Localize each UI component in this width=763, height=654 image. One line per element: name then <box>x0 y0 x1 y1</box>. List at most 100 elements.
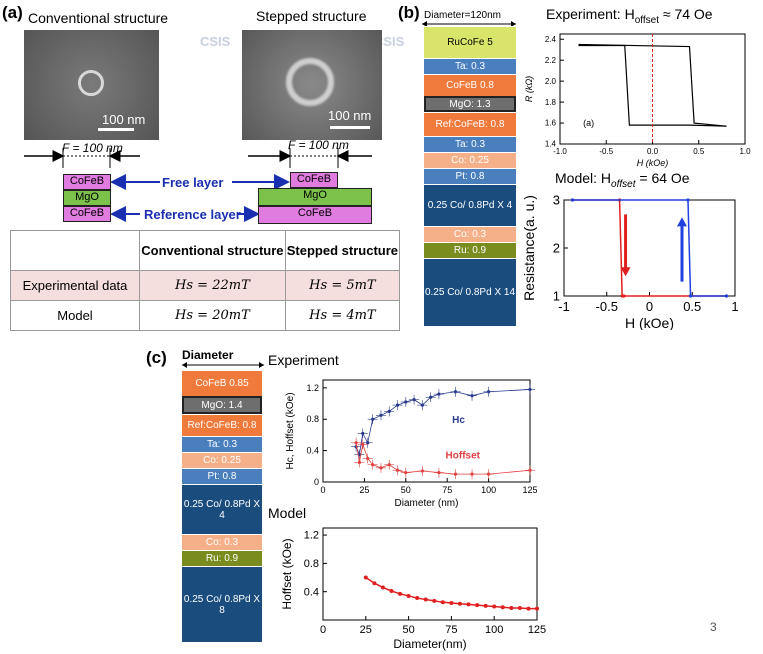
layer-4: Co: 0.25 <box>182 452 262 468</box>
model-title-b: Model: Hoffset = 64 Oe <box>555 170 690 190</box>
data-point <box>389 588 394 593</box>
y-axis-label: Hoffset (kOe) <box>280 538 294 609</box>
x-tick-label: 50 <box>402 624 414 636</box>
diameter-c-arrow <box>182 362 264 368</box>
table-row: Model Hs = 20mT Hs = 4mT <box>10 300 401 331</box>
y-tick-label: 1.8 <box>545 98 557 107</box>
data-point <box>492 604 497 609</box>
y-tick-label: 1.2 <box>304 530 319 542</box>
x-tick-label: 125 <box>528 624 546 636</box>
chart-b-experiment: -1.0 -0.5 0.0 0.5 1.0 1.4 1.6 1.8 2.0 2.2 2.4 H (kO… <box>524 33 751 168</box>
data-point <box>535 606 539 611</box>
layer-1: Ta: 0.3 <box>424 58 516 74</box>
y-tick-label: 1 <box>553 288 560 303</box>
hoffset-annotation: Hoffset <box>446 450 481 461</box>
data-point <box>466 602 471 607</box>
data-point <box>622 294 626 298</box>
layer-11: 0.25 Co/ 0.8Pd X 14 <box>424 258 516 326</box>
y-tick-label: 0 <box>314 477 319 487</box>
scale-bar-conventional: 100 nm <box>102 112 146 127</box>
data-point <box>398 591 403 596</box>
sem-image-stepped: 100 nm <box>242 30 382 140</box>
y-tick-label: 0.8 <box>306 414 319 424</box>
data-point <box>363 575 368 580</box>
experiment-title-b: Experiment: Hoffset ≈ 74 Oe <box>546 6 713 26</box>
x-tick-label: 50 <box>401 485 411 495</box>
free-layer-label: Free layer <box>162 175 224 190</box>
x-tick-label: 0.5 <box>693 147 705 156</box>
data-point <box>415 596 420 601</box>
data-point <box>517 605 522 610</box>
comparison-table: Conventional structure Stepped structure… <box>10 230 401 331</box>
data-point <box>423 597 428 602</box>
data-point <box>457 601 462 606</box>
y-tick-label: 2.2 <box>545 56 557 65</box>
panel-b-label: (b) <box>398 3 420 22</box>
data-point <box>372 581 377 586</box>
left-cofeb-free: CoFeB <box>63 174 111 190</box>
down-arrowhead <box>620 267 631 277</box>
x-axis-label: Diameter (nm) <box>395 498 459 509</box>
row-label: Experimental data <box>10 270 140 301</box>
x-tick-label: 0.0 <box>647 147 659 156</box>
layer-5: Ta: 0.3 <box>424 136 516 152</box>
layer-9: Co: 0.3 <box>424 226 516 242</box>
layer-2: Ref:CoFeB: 0.8 <box>182 414 262 436</box>
data-point <box>483 603 488 608</box>
x-axis-label: H (kOe) <box>625 315 674 330</box>
row-label: Model <box>10 300 140 331</box>
data-point <box>449 601 454 606</box>
layer-8: Ru: 0.9 <box>182 550 262 566</box>
series-line-0 <box>572 199 727 297</box>
layer-4: Ref:CoFeB: 0.8 <box>424 112 516 136</box>
x-tick-label: 1 <box>731 299 738 314</box>
layer-stack-b: RuCoFe 5 Ta: 0.3 CoFeB 0.8 MgO: 1.3 Ref:CoFe… <box>424 26 516 326</box>
layer-0: CoFeB 0.85 <box>182 370 262 396</box>
x-tick-label: 0 <box>646 299 653 314</box>
x-tick-label: 0.5 <box>683 299 701 314</box>
data-point <box>526 606 531 611</box>
diameter-c-label: Diameter <box>182 348 234 362</box>
y-tick-label: 1.6 <box>545 119 557 128</box>
y-tick-label: 0.4 <box>304 586 319 598</box>
series-line-1 <box>578 43 727 127</box>
layer-6: 0.25 Co/ 0.8Pd X 4 <box>182 484 262 534</box>
col-header-stepped: Stepped structure <box>284 230 401 271</box>
layer-3: Ta: 0.3 <box>182 436 262 452</box>
f-label-left: F = 100 nm <box>62 141 123 155</box>
data-point <box>380 585 385 590</box>
y-tick-label: 1.2 <box>306 383 319 393</box>
data-point <box>406 593 411 598</box>
model-title-c: Model <box>268 505 307 521</box>
plot-frame <box>322 379 531 483</box>
data-point <box>724 294 729 298</box>
x-axis-label: Diameter(nm) <box>393 637 466 651</box>
cell-value: Hs = 5mT <box>284 270 401 301</box>
up-arrowhead <box>676 217 687 227</box>
x-tick-label: -0.5 <box>596 299 618 314</box>
series-line-1 <box>355 442 531 475</box>
y-tick-label: 2.4 <box>545 35 557 44</box>
conventional-title: Conventional structure <box>28 10 169 26</box>
watermark-left: CSIS <box>200 34 231 49</box>
data-point <box>686 198 690 202</box>
stepped-title: Stepped structure <box>256 8 367 24</box>
x-tick-label: 25 <box>360 624 372 636</box>
layer-1: MgO: 1.4 <box>182 396 262 414</box>
y-tick-label: 1.4 <box>545 140 557 149</box>
table-row: Experimental data Hs = 22mT Hs = 5mT <box>10 270 401 301</box>
col-header-conventional: Conventional structure <box>139 230 286 271</box>
chart-c-experiment: 0 25 50 75 100 125 0 0.4 0.8 1.2 Diameter (nm) Hc, … <box>285 379 538 509</box>
cell-value: Hs = 22mT <box>139 270 286 301</box>
plot-frame <box>322 527 538 621</box>
right-cofeb-free: CoFeB <box>290 172 338 188</box>
hc-annotation: Hc <box>452 415 465 426</box>
data-point <box>440 600 445 605</box>
x-tick-label: -1.0 <box>553 147 567 156</box>
layer-3: MgO: 1.3 <box>424 96 516 112</box>
structure-diagram <box>24 148 372 222</box>
panel-a-label: (a) <box>2 3 23 22</box>
x-tick-label: 0 <box>320 485 325 495</box>
data-point <box>509 605 514 610</box>
x-tick-label: 125 <box>522 485 537 495</box>
